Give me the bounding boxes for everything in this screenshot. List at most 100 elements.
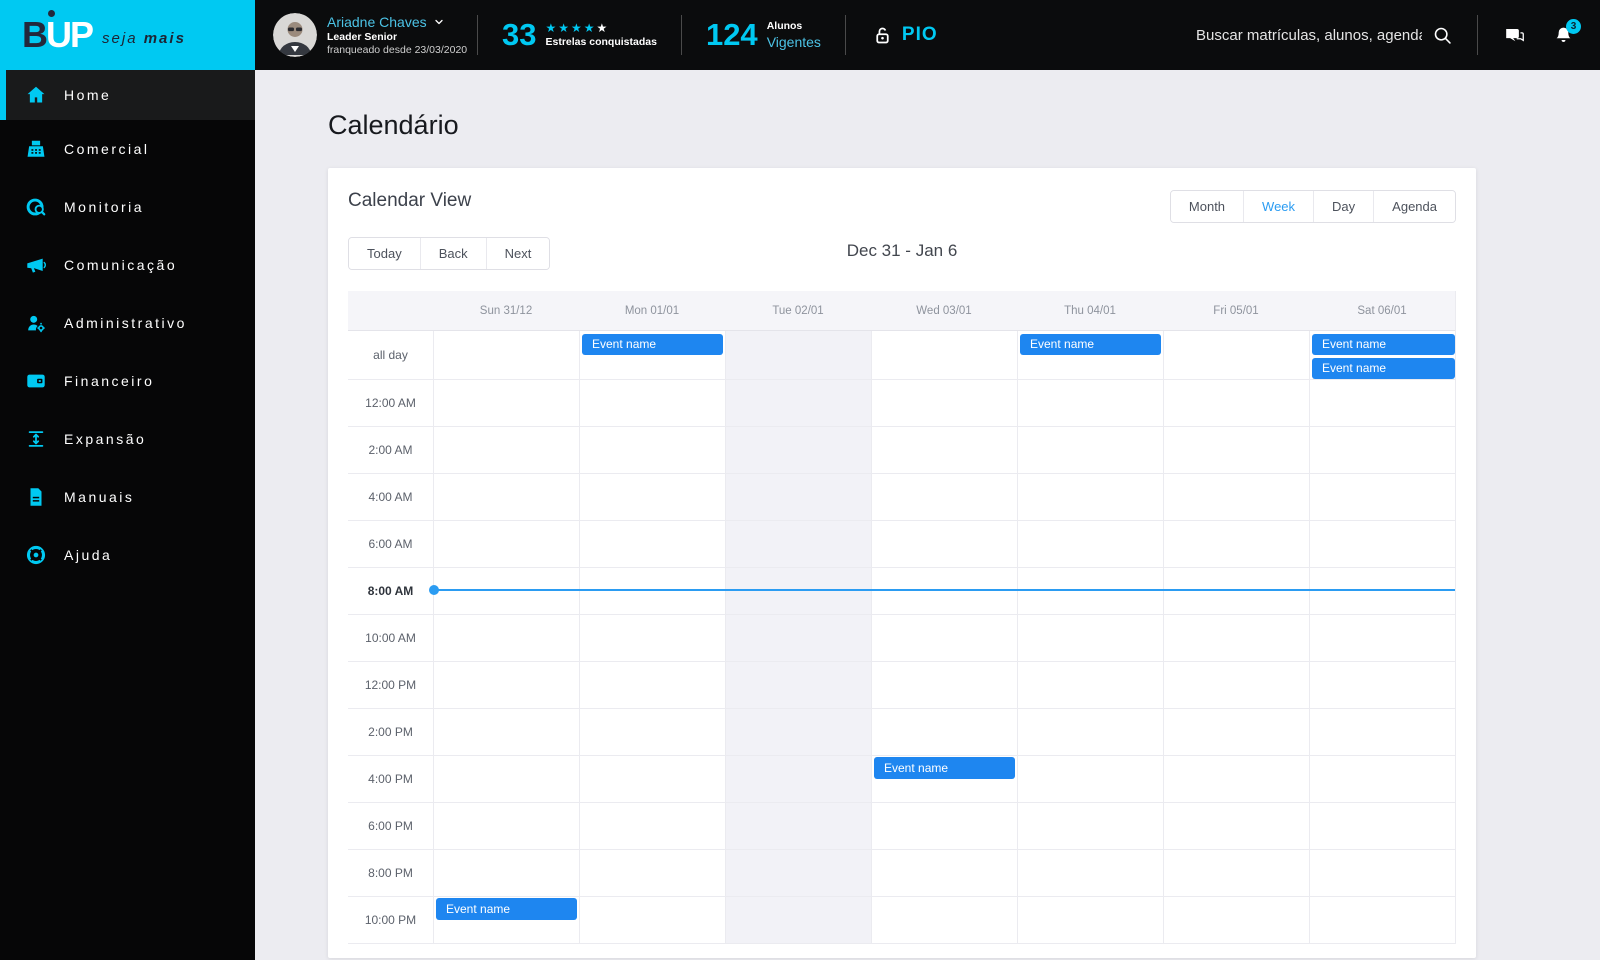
calendar-cell[interactable] [725,474,871,521]
calendar-cell[interactable] [871,380,1017,427]
sidebar-item-financeiro[interactable]: Financeiro [0,352,255,410]
calendar-cell[interactable] [579,756,725,803]
sidebar-item-expansao[interactable]: Expansão [0,410,255,468]
calendar-cell[interactable] [579,709,725,756]
calendar-cell[interactable]: Event name Event name [1309,331,1455,380]
calendar-cell[interactable] [1163,615,1309,662]
calendar-cell[interactable] [1017,521,1163,568]
calendar-cell[interactable] [1017,850,1163,897]
back-button[interactable]: Back [419,238,486,269]
calendar-cell[interactable] [579,897,725,944]
calendar-cell[interactable] [433,662,579,709]
calendar-cell[interactable] [725,756,871,803]
calendar-cell[interactable] [871,331,1017,380]
calendar-cell[interactable] [1163,662,1309,709]
event-pill[interactable]: Event name [1020,334,1161,355]
tab-week[interactable]: Week [1243,191,1314,222]
calendar-cell[interactable] [433,756,579,803]
calendar-cell[interactable] [1017,803,1163,850]
sidebar-item-manuais[interactable]: Manuais [0,468,255,526]
calendar-cell[interactable] [1017,615,1163,662]
calendar-cell[interactable] [1309,427,1455,474]
calendar-cell[interactable] [1017,568,1163,615]
calendar-cell[interactable] [1163,380,1309,427]
calendar-cell[interactable] [725,427,871,474]
calendar-cell[interactable] [1163,521,1309,568]
calendar-cell[interactable] [871,897,1017,944]
calendar-cell[interactable] [1163,897,1309,944]
calendar-cell[interactable] [725,568,871,615]
calendar-cell[interactable] [433,331,579,380]
calendar-cell[interactable] [579,521,725,568]
calendar-cell[interactable] [433,709,579,756]
calendar-cell[interactable]: Event name [579,331,725,380]
brand-logo[interactable]: B UP seja mais [0,0,255,70]
calendar-cell[interactable] [725,803,871,850]
calendar-cell[interactable] [1309,521,1455,568]
calendar-cell[interactable] [433,850,579,897]
calendar-cell[interactable] [1163,803,1309,850]
calendar-cell[interactable] [1309,615,1455,662]
calendar-cell[interactable] [579,380,725,427]
calendar-cell[interactable] [579,568,725,615]
today-button[interactable]: Today [349,238,420,269]
calendar-cell[interactable] [579,474,725,521]
tab-day[interactable]: Day [1313,191,1374,222]
calendar-cell[interactable] [1309,897,1455,944]
calendar-cell[interactable] [579,803,725,850]
calendar-cell[interactable] [1309,850,1455,897]
calendar-cell[interactable] [579,615,725,662]
calendar-cell[interactable] [579,850,725,897]
calendar-cell[interactable] [725,897,871,944]
tab-agenda[interactable]: Agenda [1373,191,1455,222]
notifications-button[interactable]: 3 [1553,18,1581,46]
calendar-cell[interactable] [433,568,579,615]
calendar-cell[interactable] [725,662,871,709]
sidebar-item-home[interactable]: Home [0,70,255,120]
calendar-cell[interactable] [1309,380,1455,427]
calendar-cell[interactable] [433,521,579,568]
calendar-cell[interactable] [1017,380,1163,427]
calendar-cell[interactable] [1309,709,1455,756]
calendar-cell[interactable] [871,709,1017,756]
calendar-cell[interactable] [1163,850,1309,897]
calendar-cell[interactable] [1017,662,1163,709]
event-pill[interactable]: Event name [1312,358,1455,379]
event-pill[interactable]: Event name [1312,334,1455,355]
calendar-cell[interactable] [1017,756,1163,803]
calendar-cell[interactable] [433,380,579,427]
calendar-cell[interactable] [725,709,871,756]
calendar-cell[interactable] [1163,709,1309,756]
calendar-cell[interactable] [1309,803,1455,850]
calendar-cell[interactable] [871,474,1017,521]
calendar-cell[interactable] [433,615,579,662]
calendar-cell[interactable] [433,803,579,850]
calendar-cell[interactable]: Event name [433,897,579,944]
calendar-cell[interactable] [871,615,1017,662]
search-icon[interactable] [1432,25,1453,46]
tab-month[interactable]: Month [1170,191,1244,222]
calendar-cell[interactable] [1163,568,1309,615]
event-pill[interactable]: Event name [582,334,723,355]
chat-button[interactable] [1504,25,1525,46]
sidebar-item-ajuda[interactable]: Ajuda [0,526,255,584]
calendar-cell[interactable] [725,850,871,897]
calendar-cell[interactable] [1163,756,1309,803]
sidebar-item-comercial[interactable]: Comercial [0,120,255,178]
calendar-cell[interactable] [871,568,1017,615]
calendar-cell[interactable] [871,662,1017,709]
sidebar-item-administrativo[interactable]: Administrativo [0,294,255,352]
calendar-cell[interactable] [1309,568,1455,615]
calendar-cell[interactable] [433,427,579,474]
calendar-cell[interactable] [1163,331,1309,380]
calendar-cell[interactable] [579,662,725,709]
calendar-cell[interactable] [1017,897,1163,944]
calendar-cell[interactable] [871,521,1017,568]
next-button[interactable]: Next [485,238,550,269]
calendar-cell[interactable] [725,615,871,662]
pio-button[interactable]: PIO [846,24,964,46]
calendar-cell[interactable] [725,380,871,427]
calendar-cell[interactable] [1163,474,1309,521]
calendar-cell[interactable]: Event name [1017,331,1163,380]
event-pill[interactable]: Event name [874,757,1015,779]
